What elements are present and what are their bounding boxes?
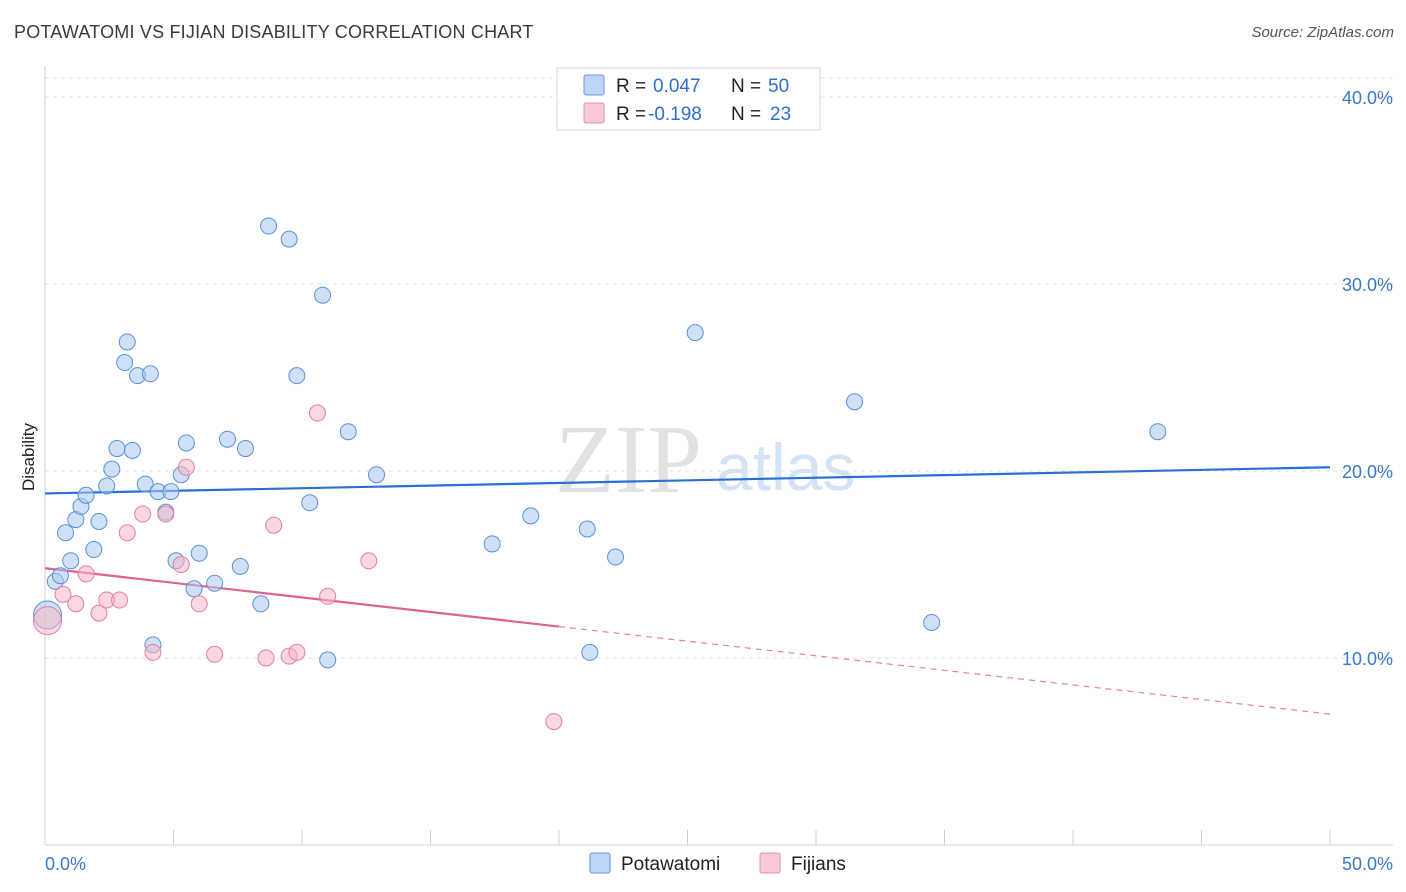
legend-r-label-1: R = <box>616 76 646 97</box>
point-potawatomi-46 <box>686 324 704 342</box>
x-tick-label-max: 50.0% <box>1342 854 1393 874</box>
point-potawatomi-15 <box>123 441 141 459</box>
legend-r-value-1: 0.047 <box>653 76 701 97</box>
point-fijians-12 <box>177 458 195 476</box>
point-fijians-10 <box>157 505 175 523</box>
point-potawatomi-31 <box>236 440 254 458</box>
watermark-atlas: atlas <box>716 430 855 504</box>
bottom-legend-label-potawatomi: Potawatomi <box>621 854 720 875</box>
point-potawatomi-37 <box>314 286 332 304</box>
trend-line-extension-fijians <box>558 625 1331 715</box>
y-tick-label-10: 10.0% <box>1342 649 1393 669</box>
bottom-legend-swatch-potawatomi <box>589 852 611 874</box>
bottom-legend-swatch-fijians <box>759 852 781 874</box>
point-potawatomi-47 <box>846 393 864 411</box>
legend-n-label-2: N = <box>731 104 761 125</box>
point-potawatomi-12 <box>108 440 126 458</box>
legend-swatch-potawatomi <box>583 74 605 96</box>
x-tick-label-min: 0.0% <box>45 854 86 874</box>
point-potawatomi-38 <box>319 651 337 669</box>
point-fijians-13 <box>190 595 208 613</box>
bottom-legend-label-fijians: Fijians <box>791 854 846 875</box>
point-potawatomi-43 <box>578 520 596 538</box>
source-label: Source: ZipAtlas.com <box>1251 24 1394 41</box>
point-potawatomi-44 <box>581 643 599 661</box>
point-potawatomi-30 <box>231 557 249 575</box>
point-potawatomi-3 <box>57 524 75 542</box>
point-fijians-3 <box>77 565 95 583</box>
point-potawatomi-40 <box>368 466 386 484</box>
point-potawatomi-13 <box>116 354 134 372</box>
data-points <box>33 217 1167 731</box>
point-potawatomi-17 <box>136 475 154 493</box>
point-potawatomi-2 <box>51 567 69 585</box>
point-potawatomi-4 <box>62 552 80 570</box>
legend-n-label-1: N = <box>731 76 761 97</box>
point-potawatomi-49 <box>1149 423 1167 441</box>
point-potawatomi-41 <box>483 535 501 553</box>
chart-title: POTAWATOMI VS FIJIAN DISABILITY CORRELAT… <box>14 22 534 42</box>
point-potawatomi-22 <box>162 483 180 501</box>
y-tick-label-20: 20.0% <box>1342 462 1393 482</box>
point-potawatomi-10 <box>98 477 116 495</box>
point-potawatomi-29 <box>218 430 236 448</box>
legend-r-value-2: -0.198 <box>648 104 702 125</box>
point-potawatomi-34 <box>280 230 298 248</box>
axes <box>44 66 1393 846</box>
point-potawatomi-27 <box>190 544 208 562</box>
point-fijians-0 <box>33 606 63 636</box>
legend-n-value-1: 50 <box>768 76 789 97</box>
point-potawatomi-8 <box>85 541 103 559</box>
y-axis-title: Disability <box>19 422 38 491</box>
point-potawatomi-35 <box>288 367 306 385</box>
y-tick-label-30: 30.0% <box>1342 275 1393 295</box>
point-fijians-16 <box>265 516 283 534</box>
watermark-zip: ZIP <box>555 406 702 514</box>
point-fijians-20 <box>319 587 337 605</box>
point-fijians-6 <box>111 591 129 609</box>
point-potawatomi-14 <box>118 333 136 351</box>
point-potawatomi-25 <box>177 434 195 452</box>
point-fijians-11 <box>172 556 190 573</box>
point-fijians-15 <box>257 649 275 667</box>
point-potawatomi-33 <box>260 217 278 235</box>
trend-line-potawatomi <box>44 466 1331 495</box>
legend-swatch-fijians <box>583 102 605 124</box>
trend-lines <box>44 466 1331 715</box>
point-potawatomi-32 <box>252 595 270 613</box>
point-potawatomi-39 <box>339 423 357 441</box>
legend-n-value-2: 23 <box>770 104 791 125</box>
point-fijians-7 <box>118 524 136 542</box>
point-fijians-22 <box>545 713 563 731</box>
point-fijians-21 <box>360 552 378 570</box>
point-fijians-2 <box>67 595 85 613</box>
point-potawatomi-36 <box>301 494 319 512</box>
point-potawatomi-48 <box>923 613 941 631</box>
point-fijians-1 <box>54 585 72 603</box>
point-potawatomi-11 <box>103 460 121 478</box>
point-potawatomi-9 <box>90 512 108 530</box>
point-fijians-9 <box>144 643 162 661</box>
legend-top: R = 0.047 N = 50 R = -0.198 N = 23 <box>556 67 821 131</box>
legend-r-label-2: R = <box>616 104 646 125</box>
y-tick-label-40: 40.0% <box>1342 88 1393 108</box>
legend-bottom: Potawatomi Fijians <box>589 852 846 875</box>
point-potawatomi-7 <box>77 486 95 504</box>
point-fijians-8 <box>134 505 152 523</box>
trend-line-fijians <box>44 567 560 628</box>
point-potawatomi-26 <box>185 580 203 598</box>
point-fijians-4 <box>90 604 108 622</box>
point-potawatomi-18 <box>141 365 159 383</box>
point-potawatomi-42 <box>522 507 540 525</box>
point-potawatomi-28 <box>206 574 224 592</box>
tick-labels: 10.0% 20.0% 30.0% 40.0% 0.0% 50.0% <box>45 88 1393 874</box>
point-potawatomi-45 <box>607 548 625 566</box>
point-fijians-19 <box>308 404 326 422</box>
point-fijians-18 <box>288 643 306 661</box>
point-fijians-14 <box>206 645 224 663</box>
